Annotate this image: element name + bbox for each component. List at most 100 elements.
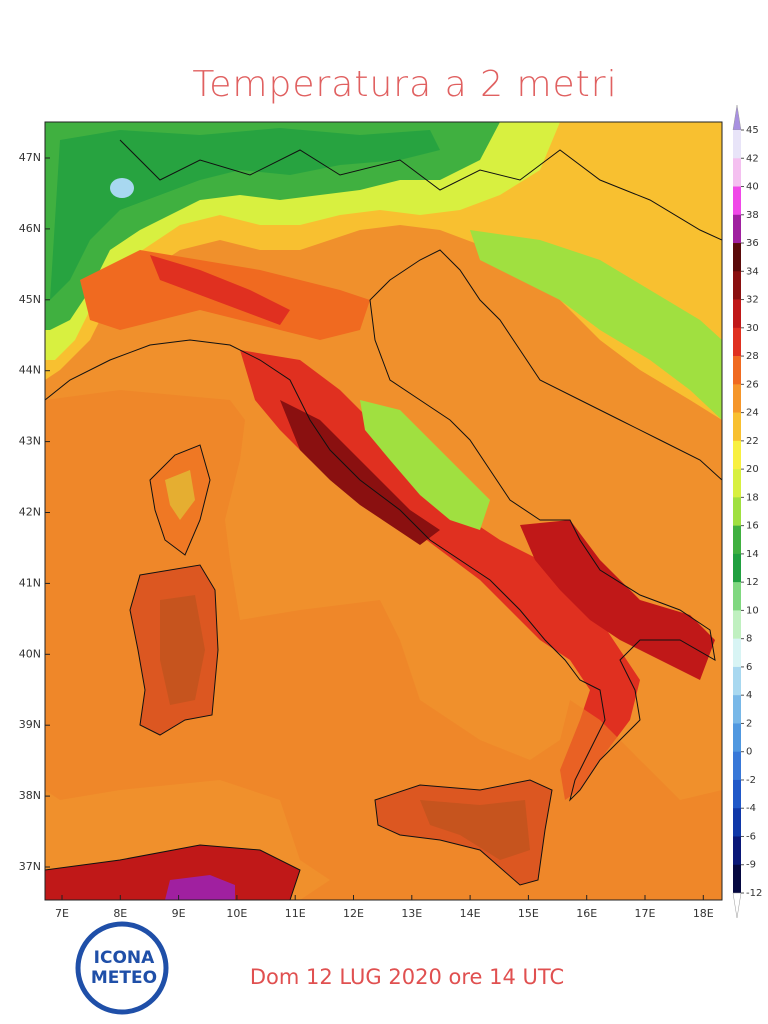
po-hot: [150, 255, 290, 325]
lat-label: 39N: [19, 718, 41, 731]
lat-label: 46N: [19, 222, 41, 235]
africa-extreme: [165, 875, 235, 900]
colorbar-label: 45: [746, 125, 759, 136]
lon-label: 15E: [518, 907, 539, 920]
colorbar-segment: [733, 695, 741, 724]
colorbar-label: 18: [746, 492, 759, 503]
colorbar-segment: [733, 384, 741, 413]
colorbar-segment: [733, 243, 741, 272]
colorbar-label: 20: [746, 464, 759, 475]
lon-label: 16E: [576, 907, 597, 920]
logo: ICONA METEO: [75, 921, 169, 1015]
colorbar-label: 2: [746, 718, 752, 729]
date-caption: Dom 12 LUG 2020 ore 14 UTC: [250, 965, 564, 989]
colorbar-label: 34: [746, 266, 759, 277]
lat-label: 37N: [19, 860, 41, 873]
logo-ring: [75, 921, 169, 1015]
colorbar-segment: [733, 271, 741, 300]
colorbar-label: -2: [746, 775, 756, 786]
logo-text: ICONA: [94, 948, 155, 968]
lat-label: 38N: [19, 789, 41, 802]
colorbar-label: 40: [746, 182, 759, 193]
lat-label: 45N: [19, 293, 41, 306]
colorbar-label: 8: [746, 634, 752, 645]
colorbar-label: 38: [746, 210, 759, 221]
mont-blanc: [110, 178, 134, 198]
colorbar-cap: [732, 104, 742, 131]
colorbar-label: 4: [746, 690, 752, 701]
logo-text: METEO: [91, 968, 157, 988]
lon-label: 10E: [226, 907, 247, 920]
colorbar-label: -12: [746, 888, 762, 899]
sea-warm: [45, 390, 722, 900]
lon-label: 12E: [343, 907, 364, 920]
colorbar-segment: [733, 327, 741, 357]
lon-label: 8E: [113, 907, 127, 920]
lat-label: 40N: [19, 647, 41, 660]
lat-label: 41N: [19, 576, 41, 589]
colorbar-segment: [733, 553, 741, 583]
colorbar-segment: [733, 638, 741, 668]
colorbar-label: -9: [746, 860, 756, 871]
temperature-field: [45, 122, 722, 900]
lon-label: 14E: [460, 907, 481, 920]
colorbar-cap: [732, 892, 742, 919]
alps-high: [50, 128, 440, 300]
colorbar-label: 6: [746, 662, 752, 673]
colorbar-label: 16: [746, 521, 759, 532]
lon-label: 11E: [285, 907, 306, 920]
map-title: Temperatura a 2 metri: [192, 64, 617, 105]
lat-label: 42N: [19, 506, 41, 519]
colorbar-segment: [733, 412, 741, 442]
colorbar-label: 30: [746, 323, 759, 334]
balkan-zone: [470, 230, 722, 420]
colorbar-segment: [733, 610, 741, 639]
colorbar-segment: [733, 440, 741, 470]
coastlines: [45, 139, 722, 900]
colorbar-label: 42: [746, 153, 759, 164]
colorbar-segment: [733, 299, 741, 329]
africa-hot: [45, 845, 300, 900]
colorbar-segment: [733, 214, 741, 244]
colorbar-segment: [733, 158, 741, 187]
colorbar-segment: [733, 356, 741, 385]
colorbar-segment: [733, 469, 741, 498]
lon-label: 13E: [401, 907, 422, 920]
colorbar-label: 12: [746, 577, 759, 588]
axis-ticks: 47N 46N 45N 44N 43N 42N 41N 40N 39N 38N 37N 7E 8E 9E 1…: [19, 151, 714, 920]
colorbar-segment: [733, 808, 741, 837]
colorbar-segment: [733, 525, 741, 555]
lon-label: 18E: [693, 907, 714, 920]
lon-label: 9E: [172, 907, 186, 920]
colorbar-label: -6: [746, 831, 756, 842]
colorbar-label: 32: [746, 295, 759, 306]
colorbar-label: 22: [746, 436, 759, 447]
colorbar-label: 28: [746, 351, 759, 362]
colorbar-label: 0: [746, 747, 752, 758]
colorbar-segment: [733, 836, 741, 866]
colorbar-label: -4: [746, 803, 756, 814]
map-frame: [44, 121, 723, 901]
colorbar-label: 24: [746, 408, 759, 419]
lazio-hot: [280, 400, 440, 545]
colorbar-segment: [733, 723, 741, 753]
colorbar-segment: [733, 130, 741, 159]
lon-label: 7E: [55, 907, 69, 920]
apennines-cool: [360, 400, 490, 530]
colorbar-segment: [733, 779, 741, 809]
colorbar-segment: [733, 497, 741, 526]
colorbar-segment: [733, 666, 741, 696]
lon-label: 17E: [635, 907, 656, 920]
colorbar: 4542403836343230282624222018161412108642…: [732, 104, 762, 919]
colorbar-segment: [733, 751, 741, 781]
colorbar-segment: [733, 864, 741, 894]
colorbar-label: 10: [746, 605, 759, 616]
lat-label: 43N: [19, 435, 41, 448]
lat-label: 47N: [19, 151, 41, 164]
lat-label: 44N: [19, 364, 41, 377]
colorbar-label: 26: [746, 379, 759, 390]
colorbar-label: 14: [746, 549, 759, 560]
colorbar-label: 36: [746, 238, 759, 249]
colorbar-segment: [733, 582, 741, 611]
